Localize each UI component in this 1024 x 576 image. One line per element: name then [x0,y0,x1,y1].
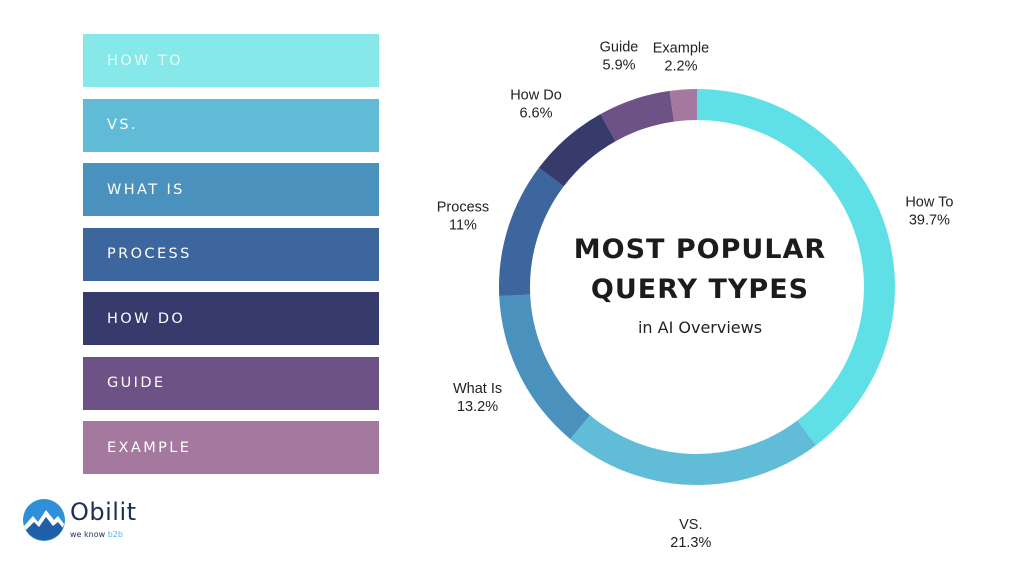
legend-item-vs: VS. [83,98,379,152]
legend-item-process: PROCESS [83,227,379,281]
obility-logo: Obilit we know b2b [22,496,162,544]
brand-tagline: we know b2b [70,530,123,539]
donut-slices [499,89,895,485]
brand-name: Obilit [70,498,137,526]
chart-title-line-2: QUERY TYPES [591,274,809,305]
tagline-highlight: b2b [107,530,123,539]
chart-title-line-1: MOST POPULAR [574,234,826,265]
legend-item-guide: GUIDE [83,356,379,410]
legend-item-how-do: HOW DO [83,292,379,345]
chart-subtitle: in AI Overviews [638,318,762,337]
slice-label: VS. [679,517,702,533]
slice-vs [570,415,816,485]
slice-guide [600,90,674,142]
slice-labels: How To 39.7% VS. 21.3% What Is 13.2% Process 11… [437,40,954,551]
slice-process [499,167,564,297]
slice-value-label: 5.9% [602,58,635,74]
slice-label: How To [905,194,953,210]
slice-what-is [499,294,591,440]
legend: HOW TO VS. WHAT IS PROCESS HOW DO GUIDE EXAMPL… [83,34,379,486]
slice-label: How Do [510,87,562,103]
slice-label: What Is [453,381,502,397]
slice-label: Example [653,41,709,57]
slice-how-do [538,114,616,187]
slice-value-label: 11% [449,218,477,234]
slice-value-label: 39.7% [909,212,950,228]
slice-value-label: 13.2% [457,399,498,415]
slice-label: Process [437,200,489,216]
legend-item-how-to: HOW TO [83,34,379,87]
slice-example [669,89,697,122]
legend-item-example: EXAMPLE [83,421,379,474]
slice-value-label: 2.2% [664,59,697,75]
slice-label: Guide [600,40,639,56]
tagline-prefix: we know [70,530,106,539]
slice-value-label: 6.6% [519,105,552,121]
legend-item-what-is: WHAT IS [83,163,379,216]
mountain-logo-icon [23,499,65,541]
slice-value-label: 21.3% [670,535,711,551]
slice-how-to [697,89,895,446]
